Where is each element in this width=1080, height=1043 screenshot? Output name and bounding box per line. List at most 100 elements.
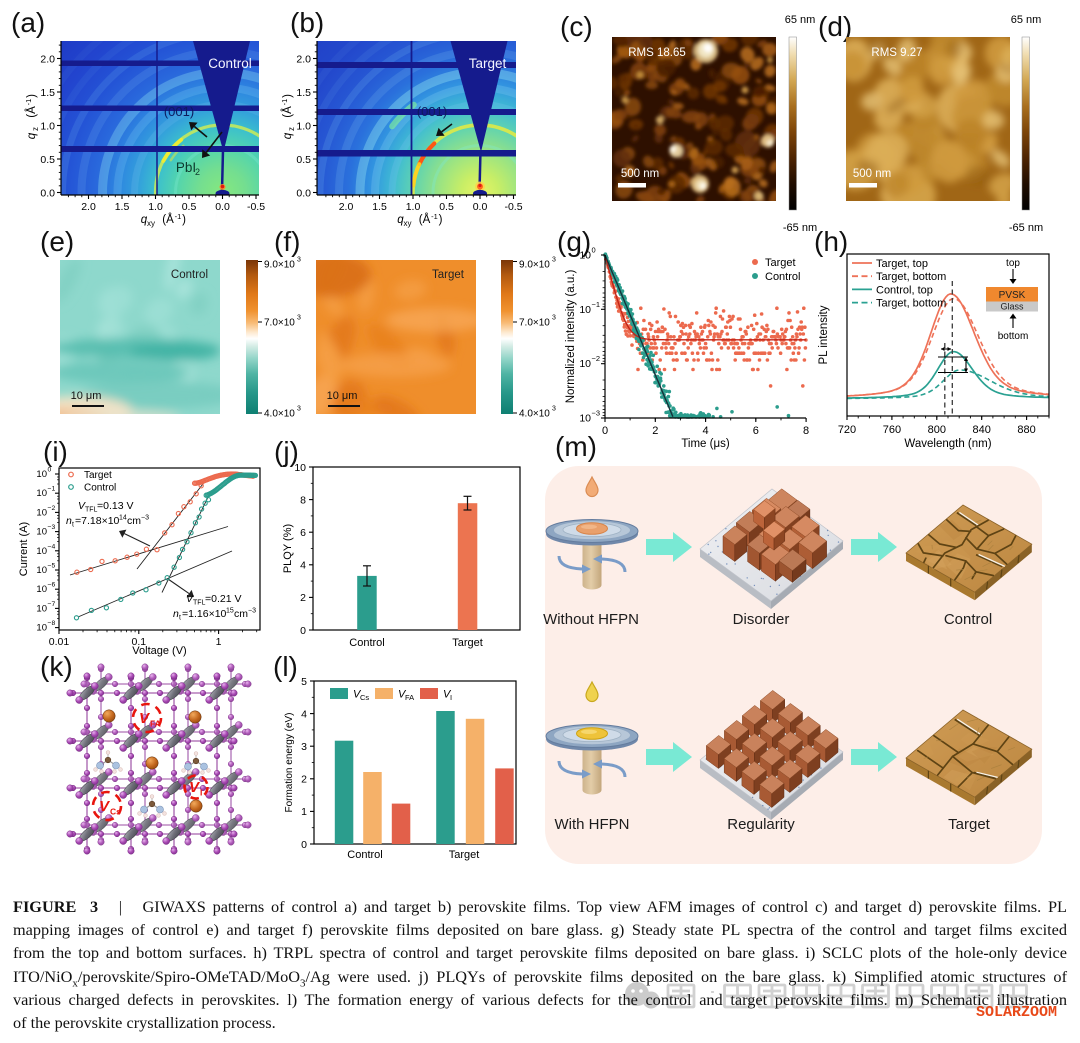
svg-text:4: 4 [300, 560, 306, 572]
svg-text:xy: xy [404, 219, 412, 228]
svg-text:(k): (k) [40, 651, 73, 682]
svg-text:1: 1 [301, 806, 307, 818]
svg-text:q: q [26, 132, 38, 139]
svg-text:(c): (c) [560, 11, 593, 42]
svg-text:10: 10 [294, 462, 306, 474]
svg-text:-65 nm: -65 nm [783, 222, 817, 234]
svg-text:Control: Control [349, 637, 384, 649]
svg-text:FA: FA [405, 693, 414, 702]
svg-text:=1.16×10: =1.16×10 [182, 608, 227, 620]
svg-text:3: 3 [552, 315, 556, 322]
svg-text:1: 1 [216, 636, 222, 648]
svg-text:PLQY (%): PLQY (%) [282, 524, 294, 573]
svg-text:V: V [443, 689, 452, 701]
svg-text:3: 3 [297, 406, 301, 413]
svg-text:2.0: 2.0 [40, 53, 55, 65]
svg-text:6: 6 [753, 425, 759, 437]
svg-text:=0.21 V: =0.21 V [205, 593, 242, 605]
svg-text:Target: Target [432, 269, 465, 281]
svg-text:): ) [439, 214, 443, 226]
svg-text:(g): (g) [557, 226, 591, 257]
svg-text:Without HFPN: Without HFPN [543, 611, 639, 628]
svg-text:5: 5 [301, 676, 307, 688]
svg-text:3: 3 [552, 406, 556, 413]
svg-text:−1: −1 [592, 300, 601, 309]
svg-text:2.0: 2.0 [339, 201, 354, 213]
svg-text:10: 10 [36, 603, 47, 614]
svg-text:0: 0 [592, 246, 596, 255]
svg-text:-1: -1 [280, 99, 289, 106]
svg-text:8: 8 [300, 494, 306, 506]
svg-text:8: 8 [803, 425, 809, 437]
svg-text:Target: Target [84, 470, 112, 481]
svg-text:): ) [282, 94, 294, 98]
svg-text:10 μm: 10 μm [327, 390, 358, 402]
svg-text:z: z [31, 127, 40, 131]
svg-text:=7.18×10: =7.18×10 [75, 515, 120, 527]
svg-text:PVSK: PVSK [999, 290, 1026, 301]
svg-text:−3: −3 [248, 608, 256, 615]
svg-text:(i): (i) [43, 436, 68, 467]
svg-text:10: 10 [36, 488, 47, 499]
svg-text:RMS 9.27: RMS 9.27 [871, 47, 922, 59]
svg-text:SOLARZOOM: SOLARZOOM [976, 1004, 1057, 1021]
svg-text:n: n [173, 608, 179, 620]
svg-text:-0.5: -0.5 [504, 201, 522, 213]
svg-text:q: q [397, 214, 404, 226]
svg-text:7.0×10: 7.0×10 [519, 318, 550, 329]
svg-text:(b): (b) [290, 7, 324, 38]
svg-text:9.0×10: 9.0×10 [264, 260, 295, 271]
svg-text:Cs: Cs [110, 807, 121, 817]
svg-text:V: V [186, 593, 194, 605]
svg-text:10: 10 [579, 304, 591, 316]
svg-text:Control: Control [347, 849, 382, 861]
svg-text:Target: Target [452, 637, 483, 649]
svg-text:2.0: 2.0 [296, 53, 311, 65]
svg-text:7.0×10: 7.0×10 [264, 318, 295, 329]
svg-text:760: 760 [883, 424, 901, 436]
svg-text:With HFPN: With HFPN [555, 816, 630, 833]
svg-text:Glass: Glass [1000, 302, 1024, 312]
svg-text:0: 0 [301, 839, 307, 851]
svg-text:4: 4 [301, 708, 307, 720]
svg-text:V: V [353, 689, 362, 701]
svg-text:720: 720 [838, 424, 856, 436]
svg-text:10 μm: 10 μm [71, 390, 102, 402]
svg-text:V: V [398, 689, 407, 701]
svg-text:t: t [72, 522, 74, 529]
svg-text:2.0: 2.0 [81, 201, 96, 213]
svg-text:(j): (j) [274, 436, 299, 467]
svg-text:65 nm: 65 nm [785, 14, 816, 26]
svg-text:Target: Target [948, 816, 991, 833]
svg-text:2: 2 [301, 774, 307, 786]
svg-text:1.5: 1.5 [372, 201, 387, 213]
svg-text:880: 880 [1017, 424, 1035, 436]
svg-text:n: n [66, 515, 72, 527]
svg-text:V: V [189, 779, 201, 796]
svg-text:−4: −4 [48, 543, 56, 550]
svg-text:3: 3 [297, 315, 301, 322]
svg-text:=0.13 V: =0.13 V [97, 500, 134, 512]
svg-text:0: 0 [48, 467, 52, 474]
svg-text:0.0: 0.0 [296, 187, 311, 199]
svg-text:840: 840 [972, 424, 990, 436]
svg-text:−7: −7 [48, 601, 56, 608]
svg-text:−2: −2 [592, 354, 601, 363]
svg-text:-0.5: -0.5 [247, 201, 265, 213]
svg-text:0: 0 [602, 425, 608, 437]
svg-text:Disorder: Disorder [733, 611, 790, 628]
svg-text:Control: Control [84, 483, 116, 494]
svg-text:PbI: PbI [176, 160, 196, 175]
svg-text:-1: -1 [175, 212, 182, 221]
svg-text:(001): (001) [164, 104, 194, 119]
svg-text:q: q [282, 132, 294, 139]
svg-text:4.0×10: 4.0×10 [264, 409, 295, 420]
svg-text:−3: −3 [48, 524, 56, 531]
svg-text:Cs: Cs [360, 693, 369, 702]
svg-text:0.01: 0.01 [49, 636, 70, 648]
svg-text:TFL: TFL [85, 507, 98, 514]
svg-text:-1: -1 [431, 212, 438, 221]
svg-text:0.0: 0.0 [40, 187, 55, 199]
svg-text:1.0: 1.0 [148, 201, 163, 213]
svg-text:1.5: 1.5 [296, 87, 311, 99]
